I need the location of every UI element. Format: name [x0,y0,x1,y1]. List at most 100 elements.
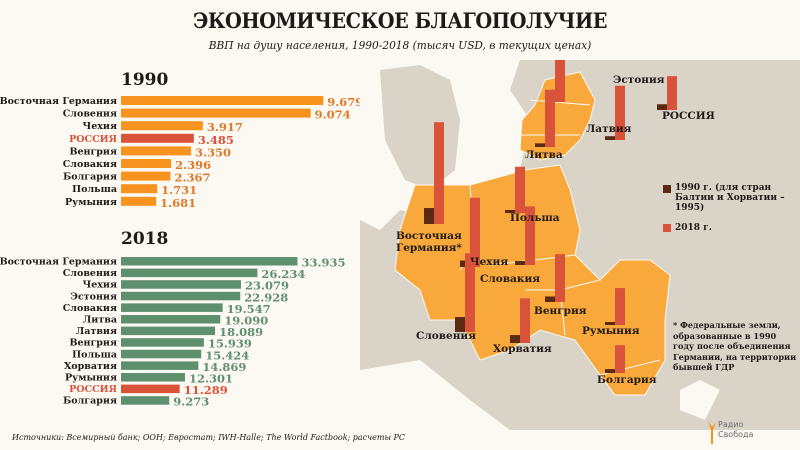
value-label: 23.079 [245,279,289,293]
infographic-subtitle: ВВП на душу населения, 1990-2018 (тысяч … [208,38,592,52]
category-label: Эстония [70,291,117,302]
category-label: Словения [63,268,117,279]
value-label: 2.396 [175,158,211,172]
chart-2018-title: 2018 [121,229,169,249]
map-bar-2018 [525,206,535,265]
bar [121,338,204,347]
map-bar-2018 [555,60,565,102]
bar [121,291,241,301]
map-bar-1990 [657,104,667,110]
map-sea-adriatic [360,360,510,430]
footnote: * Федеральные земли, образованные в 1990… [673,320,797,372]
legend-swatch-1990 [663,185,671,193]
value-label: 9.074 [315,108,351,122]
legend-label-1990: 1990 г. (для стран Балтии и Хорватии – 1… [675,183,785,213]
map-bar-1990 [424,208,434,224]
category-label: РОССИЯ [69,134,117,145]
bar [121,196,157,206]
category-label: РОССИЯ [69,384,117,395]
map-bar-2018 [545,89,555,147]
bar-chart-2018: Восточная Германия 33.935 Словения 26.234 Че… [0,257,345,409]
bar [121,326,216,336]
map-label-poland: Польша [510,212,560,224]
map-bar-2018 [555,254,565,302]
map-label-croatia: Хорватия [493,343,552,355]
map-bar-1990 [605,369,615,373]
bar [121,396,170,405]
value-label: 9.273 [173,395,209,409]
value-label: 22.928 [244,290,288,304]
bar [121,303,223,312]
value-label: 19.547 [227,302,271,316]
logo-line-2: Свобода [718,430,754,439]
map-bar-2018 [615,288,625,325]
map-bar-2018 [615,345,625,373]
radio-svoboda-logo-icon [708,421,716,444]
category-label: Восточная Германия [0,257,117,268]
map-bar-1990 [505,210,515,213]
category-label: Болгария [63,172,117,183]
map-label-lithuania: Литва [525,149,563,161]
category-label: Польша [72,349,117,360]
legend-swatch-2018 [663,224,671,232]
value-label: 18.089 [219,325,263,339]
value-label: 19.090 [224,314,268,328]
value-label: 15.939 [208,337,252,351]
map-label-bulgaria: Болгария [597,374,657,386]
infographic-title: ЭКОНОМИЧЕСКОЕ БЛАГОПОЛУЧИЕ [192,8,608,33]
map-bar-2018 [515,166,525,213]
map-label-czechia: Чехия [470,256,509,268]
value-label: 3.350 [195,145,231,159]
bar [121,373,185,382]
value-label: 3.485 [198,133,234,147]
map-label-east-germany: Восточная Германия* [396,230,462,254]
category-label: Чехия [83,121,117,132]
bar [121,96,324,105]
map-bars [424,60,677,373]
bar [121,349,202,359]
map-bar-2018 [470,197,480,267]
map-label-latvia: Латвия [586,123,632,135]
category-label: Литва [83,315,117,326]
category-label: Словения [63,109,117,120]
map-label-slovenia: Словения [416,330,476,342]
value-label: 12.301 [189,372,233,386]
map-bar-1990 [605,322,615,325]
category-label: Венгрия [69,146,117,157]
bar-chart-1990: Восточная Германия 9.679 Словения 9.074 Чехи… [0,96,360,210]
map-bar-1990 [545,296,555,302]
bar [121,108,311,118]
bar [121,184,158,194]
value-label: 14.869 [202,360,246,374]
logo-line-1: Радио [718,420,744,429]
map: Эстония Латвия Литва РОССИЯ Восточная Ге… [360,59,800,430]
bar [121,133,194,143]
bar [121,171,171,181]
map-bar-2018 [520,298,530,343]
map-region-central [394,164,671,396]
legend-label-2018: 2018 г. [675,223,712,233]
map-shapes [360,59,800,430]
bar [121,257,298,266]
chart-1990-title: 1990 [121,70,169,90]
value-label: 9.679 [327,96,360,109]
value-label: 33.935 [301,257,345,270]
value-label: 11.289 [184,383,228,397]
category-label: Словакия [63,303,117,314]
bar [121,361,199,370]
map-label-hungary: Венгрия [534,305,587,317]
category-label: Хорватия [64,361,117,372]
map-label-slovakia: Словакия [480,273,540,285]
category-label: Болгария [63,396,117,407]
category-label: Румыния [65,197,117,208]
value-label: 26.234 [261,267,305,281]
map-bar-1990 [455,317,465,332]
category-label: Венгрия [69,338,117,349]
value-label: 15.424 [205,348,249,362]
category-label: Восточная Германия [0,96,117,107]
bar [121,159,172,168]
map-region-baltics [519,71,596,161]
value-label: 2.367 [174,171,210,185]
bar [121,280,242,289]
map-bar-1990 [510,335,520,343]
